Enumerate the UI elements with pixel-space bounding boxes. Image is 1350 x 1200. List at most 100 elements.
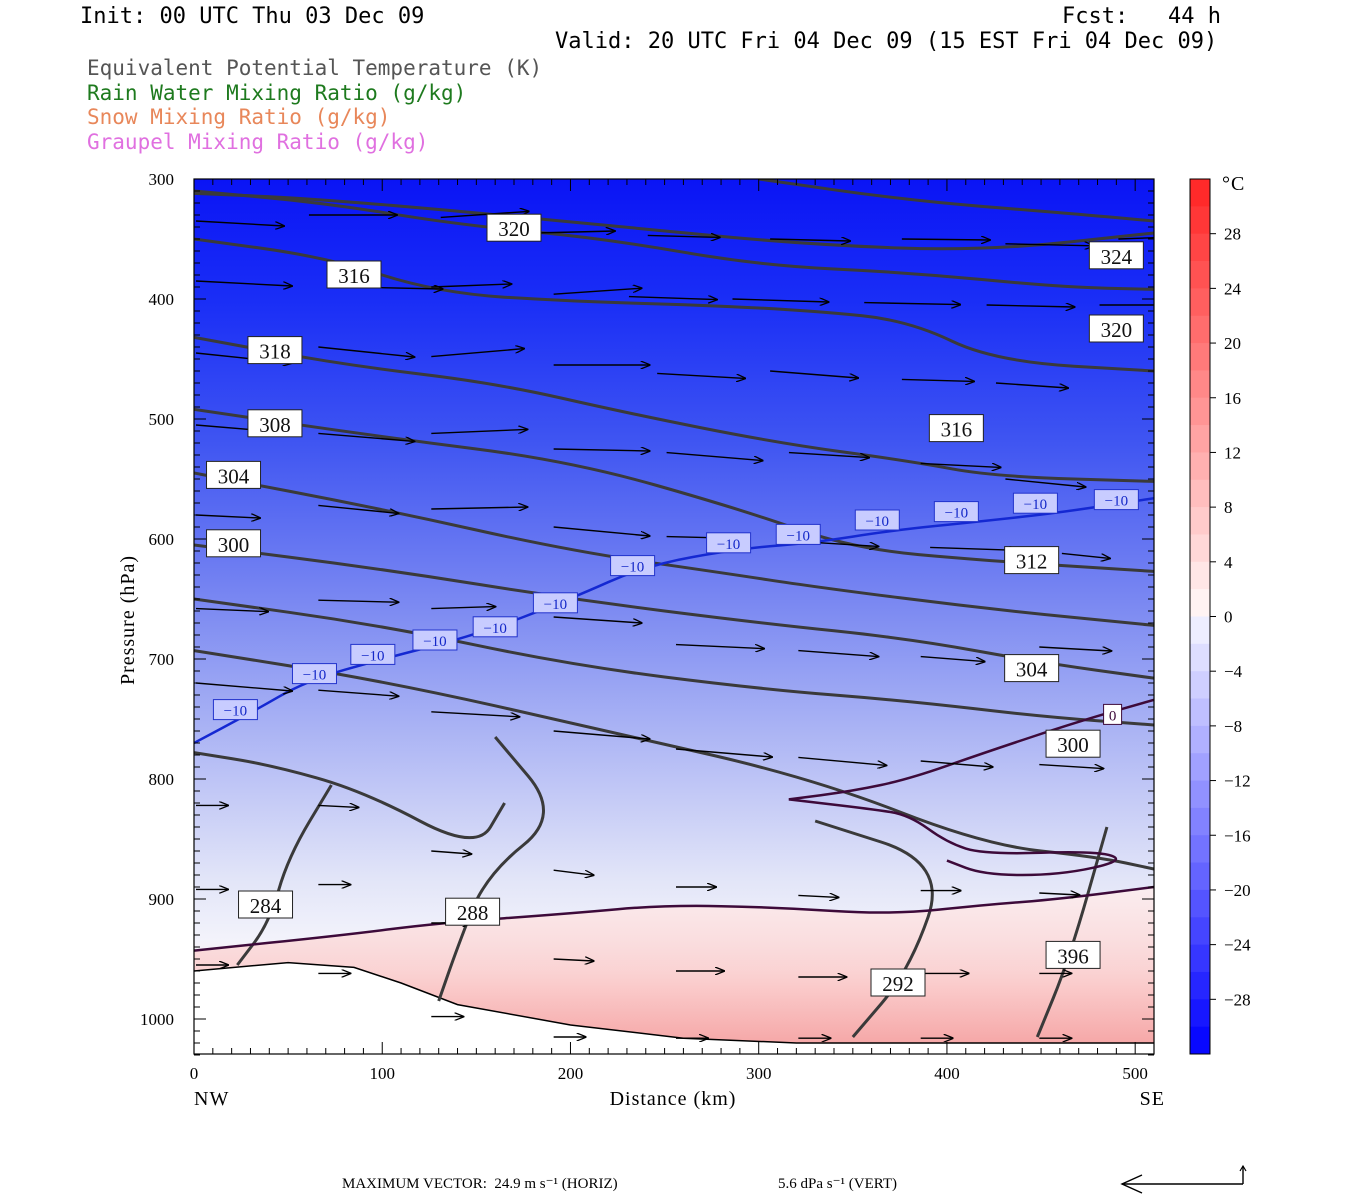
wind-vector (195, 682, 292, 691)
wind-vector (553, 449, 650, 451)
y-tick-label: 700 (149, 650, 175, 669)
wind-vector (318, 432, 414, 441)
contour-label: 318 (259, 340, 291, 364)
zero-isotherm-lower (788, 798, 1118, 877)
isotherm-label-box (1093, 489, 1139, 511)
colorbar-label: 16 (1224, 389, 1241, 408)
colorbar-swatch (1190, 206, 1210, 235)
isotherm-label-box (532, 592, 578, 614)
x-axis: 0 100 200 300 400 500 (190, 179, 1155, 1083)
wind-vector (318, 504, 398, 513)
theta-e-contour-320 (194, 191, 1154, 251)
contour-label-box (1045, 940, 1101, 969)
colorbar-unit: °C (1222, 173, 1245, 195)
wind-vector (431, 349, 524, 358)
wind-vector (770, 239, 850, 241)
isotherm-label: −10 (303, 668, 326, 684)
wind-vector (195, 280, 292, 286)
colorbar-swatch (1190, 753, 1210, 782)
colorbar-swatch (1190, 261, 1210, 289)
isotherm-label: −10 (1024, 497, 1047, 513)
theta-e-contour-308 (194, 407, 1154, 573)
wind-vector (628, 297, 717, 300)
zero-label: 0 (1109, 708, 1117, 724)
contour-label-box (206, 529, 262, 558)
contour-label-box (326, 260, 382, 289)
colorbar-swatch (1190, 343, 1210, 371)
contour-label-box (1088, 314, 1144, 343)
wind-vector (195, 609, 268, 612)
colorbar-swatch (1190, 233, 1210, 262)
theta-e-contour-292 (814, 819, 934, 1038)
contour-label: 288 (457, 901, 489, 925)
isotherm-label: −10 (621, 560, 644, 576)
colorbar-swatch (1190, 671, 1210, 700)
plot-area: −10 −10 −10 −10 −10 −10 −10 −10 −10 −10 −10 −10 −10 … (194, 179, 1154, 1054)
y-tick-label: 600 (149, 530, 175, 549)
contour-label-box (206, 460, 262, 489)
colorbar-swatch (1190, 917, 1210, 946)
isotherm-label-box (706, 532, 752, 554)
colorbar-swatch (1190, 561, 1210, 590)
wind-vector (675, 748, 772, 757)
x-tick-label: 500 (1122, 1064, 1148, 1083)
wind-vector (318, 805, 358, 807)
colorbar-swatch (1190, 534, 1210, 563)
colorbar-swatch (1190, 698, 1210, 727)
wind-vector (553, 730, 650, 739)
isotherm-label-box (412, 629, 458, 651)
colorbar-swatch (1190, 616, 1210, 645)
legend-graupel: Graupel Mixing Ratio (g/kg) (87, 130, 429, 154)
colorbar-swatch (1190, 370, 1210, 399)
contour-label: 316 (941, 418, 973, 442)
wind-vector (1039, 646, 1111, 651)
isotherm-label: −10 (361, 648, 384, 664)
max-vector-vertical: 5.6 dPa s⁻¹ (VERT) (778, 1176, 898, 1192)
colorbar-swatch (1190, 835, 1210, 864)
wind-vector (431, 284, 511, 287)
wind-vector (1118, 236, 1154, 240)
contour-label: 312 (1016, 550, 1048, 574)
contour-label: 304 (1016, 658, 1048, 682)
colorbar-swatch (1190, 507, 1210, 535)
colorbar-label: −12 (1224, 772, 1251, 791)
y-tick-label: 400 (149, 290, 175, 309)
colorbar-swatch (1190, 479, 1210, 508)
isotherm-label-box (472, 616, 518, 638)
theta-e-contours (194, 179, 1154, 1038)
contour-label-box (1045, 729, 1101, 758)
wind-vector (798, 649, 878, 657)
wind-vector (864, 303, 960, 305)
isotherm-label: −10 (224, 704, 247, 720)
colorbar-swatch (1190, 889, 1210, 918)
contour-label-box (928, 414, 984, 443)
isotherm-labels: −10 −10 −10 −10 −10 −10 −10 −10 −10 −10 −10 −10 −10 (212, 489, 1139, 721)
wind-vector (431, 851, 471, 854)
theta-e-contour-304 (194, 543, 1154, 680)
colorbar-swatch (1190, 944, 1210, 973)
colorbar-label: −16 (1224, 826, 1251, 845)
contour-label-box (1088, 241, 1144, 270)
colorbar-label: −24 (1224, 936, 1251, 955)
x-axis-title: Distance (km) (610, 1088, 737, 1110)
wind-vector (1039, 763, 1103, 769)
contour-label: 292 (882, 972, 914, 996)
terrain-mask (194, 962, 1154, 1054)
wind-vector (553, 959, 594, 961)
isotherm-label-box (775, 523, 821, 545)
legend-snow: Snow Mixing Ratio (g/kg) (87, 105, 391, 129)
colorbar-swatch (1190, 999, 1210, 1028)
zero-isotherm (194, 885, 1154, 952)
x-left-direction: NW (194, 1088, 229, 1110)
contour-label-box (1004, 654, 1060, 683)
wind-vector (553, 288, 642, 295)
isotherm-label-box (291, 663, 337, 685)
colorbar-label: 12 (1224, 443, 1241, 462)
wind-vector (195, 515, 260, 518)
theta-e-contour-316 (194, 189, 1154, 291)
colorbar-label: 0 (1224, 608, 1233, 627)
isotherm-label: −10 (945, 506, 968, 522)
wind-vector (534, 231, 615, 233)
colorbar-swatch (1190, 862, 1210, 891)
reference-vector (1120, 1164, 1247, 1194)
